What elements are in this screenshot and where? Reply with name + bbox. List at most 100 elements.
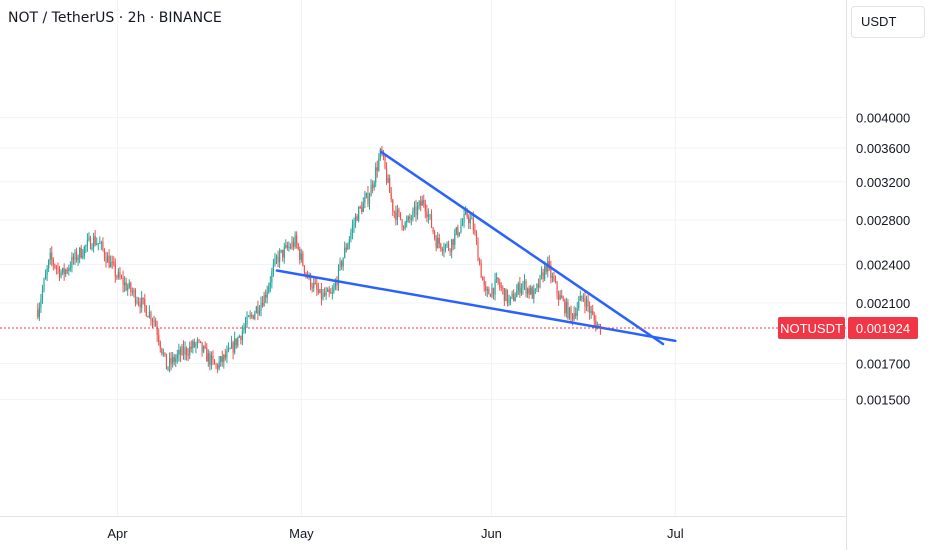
candle-body (344, 247, 346, 258)
candle-body (99, 242, 101, 244)
candle-body (325, 291, 327, 296)
candle-body (244, 323, 247, 328)
candle-body (446, 243, 448, 245)
candle-body (358, 206, 360, 221)
candle-body (48, 260, 50, 269)
candle-body (175, 358, 177, 362)
time-tick-label: Apr (107, 526, 128, 541)
candle-body (96, 243, 98, 245)
candle-body (234, 338, 236, 353)
candle-body (251, 314, 253, 316)
candle-body (435, 237, 437, 249)
candle-body (218, 361, 220, 369)
candle-body (423, 200, 425, 204)
candle-body (204, 346, 206, 348)
candle-body (269, 282, 271, 287)
candle-body (331, 292, 333, 294)
candle-body (578, 300, 580, 309)
trendline-lower[interactable] (275, 269, 677, 343)
candle-body (536, 284, 538, 289)
trendline-upper[interactable] (379, 150, 665, 346)
candle-body (345, 247, 347, 250)
candle-body (488, 289, 490, 295)
candle-body (598, 324, 600, 326)
candle-body (424, 203, 426, 212)
candle-body (172, 356, 174, 364)
candle-body (449, 249, 451, 252)
candle-body (120, 277, 123, 279)
candle-body (91, 247, 93, 249)
candle-body (347, 244, 349, 250)
candle-body (458, 232, 461, 236)
candle-body (365, 192, 368, 198)
candle-body (153, 320, 155, 322)
candle-body (337, 266, 340, 286)
candle-body (289, 246, 292, 248)
candle-body (63, 268, 65, 275)
candle-body (77, 257, 79, 261)
candle-body (105, 257, 107, 263)
candle-body (224, 354, 226, 358)
price-tag-value: 0.001924 (856, 321, 910, 336)
candle-body (230, 342, 233, 349)
candle-body (517, 283, 519, 291)
candle-body (322, 292, 324, 299)
candle-body (564, 300, 566, 314)
candle-body (513, 293, 515, 301)
candle-body (553, 276, 555, 281)
candle-body (474, 229, 476, 233)
candle-body (198, 339, 200, 341)
candle-body (186, 348, 188, 355)
candle-body (66, 269, 68, 272)
candle-body (341, 261, 343, 267)
candle-body (342, 257, 344, 267)
candle-body (544, 265, 546, 280)
candle-body (593, 314, 595, 321)
candle-body (429, 214, 431, 216)
candle-body (339, 261, 341, 267)
candle-body (571, 314, 574, 320)
candle-body (477, 241, 479, 262)
currency-selector[interactable]: USDT (851, 6, 925, 38)
candle-body (486, 289, 488, 291)
candle-body (398, 209, 400, 213)
candle-body (241, 331, 244, 340)
candle-body (272, 264, 275, 272)
candle-body (190, 346, 192, 349)
symbol-tag-label: NOTUSDT (780, 321, 843, 336)
candle-body (506, 289, 509, 304)
candle-body (390, 192, 392, 200)
candle-body (395, 212, 397, 221)
candle-body (148, 312, 151, 318)
price-tick-label: 0.002800 (856, 213, 910, 228)
candle-body (80, 247, 82, 258)
candle-body (167, 366, 169, 370)
candle-body (184, 348, 186, 355)
candle-body (122, 277, 124, 286)
candle-body (440, 243, 442, 249)
candle-body (362, 202, 364, 213)
candles (37, 145, 602, 374)
price-axis[interactable]: 0.004000 0.003600 0.003200 0.002800 0.002400… (856, 111, 910, 408)
candle-body (71, 256, 73, 268)
candle-body (263, 294, 265, 307)
candle-body (359, 206, 361, 208)
candle-body (567, 301, 569, 319)
candle-body (131, 291, 133, 293)
candle-body (113, 261, 115, 264)
candle-body (164, 352, 166, 354)
candle-body (116, 276, 118, 278)
candle-body (482, 276, 484, 281)
candle-body (559, 295, 561, 300)
candle-body (562, 298, 564, 301)
candle-body (426, 211, 428, 218)
candle-body (350, 232, 352, 240)
candle-body (62, 268, 64, 273)
candle-body (258, 310, 261, 314)
candle-body (311, 287, 313, 289)
candle-body (237, 337, 239, 346)
candle-body (415, 206, 417, 215)
time-axis[interactable]: Apr May Jun Jul (107, 526, 683, 541)
candle-body (103, 249, 106, 258)
